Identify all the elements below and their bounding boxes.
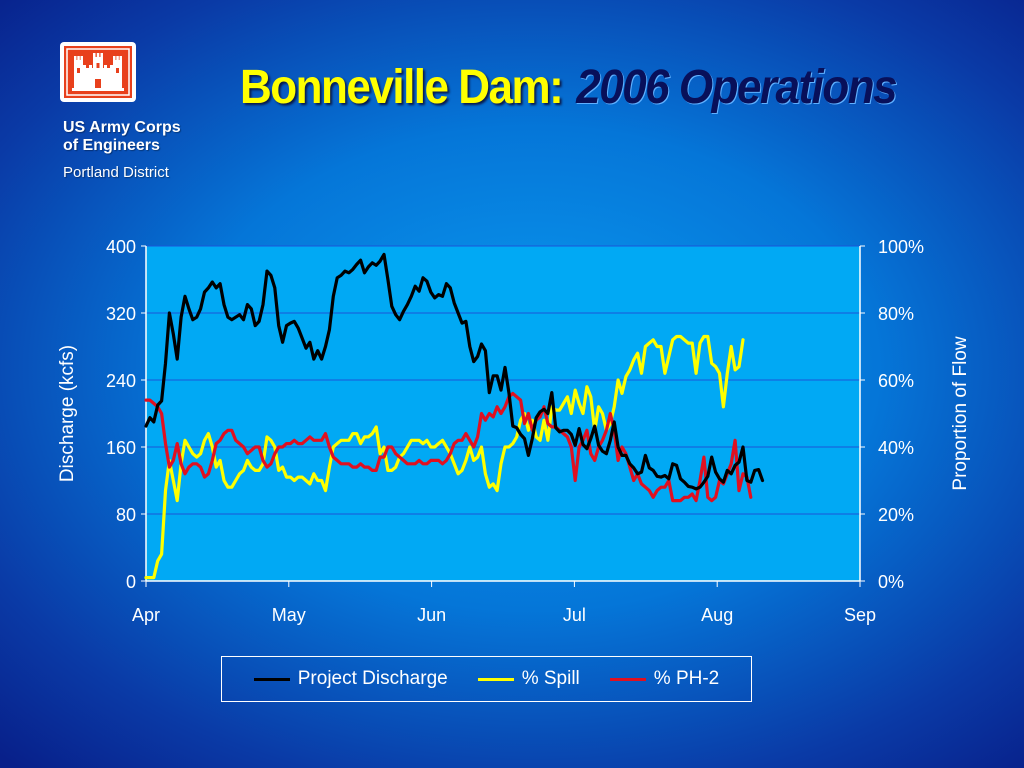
legend-item: Project Discharge (253, 668, 448, 690)
legend-item: % Spill (477, 668, 580, 690)
title-sub: 2006 Operations (576, 60, 897, 114)
series-line-spill (144, 334, 745, 580)
org-name: US Army Corps of Engineers (63, 119, 181, 155)
y2-tick-label: 20% (878, 505, 914, 525)
y-tick-label: 160 (106, 438, 136, 458)
series-line-ph-2 (144, 391, 753, 503)
legend-swatch (477, 677, 514, 681)
x-tick-label: Jun (417, 605, 446, 625)
legend-swatch (253, 677, 290, 681)
legend-label: Project Discharge (297, 668, 448, 689)
plot-area (146, 246, 860, 581)
y-tick-label: 240 (106, 371, 136, 391)
y2-tick-label: 40% (878, 438, 914, 458)
y-tick-label: 0 (126, 572, 136, 592)
y-tick-label: 400 (106, 237, 136, 257)
castle-icon (64, 46, 132, 98)
corps-castle-logo (60, 42, 136, 102)
title-main: Bonneville Dam: (240, 60, 564, 114)
x-tick-label: Apr (132, 605, 160, 625)
y2-tick-label: 0% (878, 572, 904, 592)
legend-item: % PH-2 (609, 668, 720, 690)
x-tick-label: Jul (563, 605, 586, 625)
chart-legend: Project Discharge % Spill % PH-2 (221, 656, 752, 702)
y-tick-label: 80 (116, 505, 136, 525)
y2-tick-label: 80% (878, 304, 914, 324)
x-tick-label: Aug (701, 605, 733, 625)
y2-tick-label: 60% (878, 371, 914, 391)
y-axis-label: Discharge (kcfs) (57, 345, 78, 482)
legend-swatch (609, 677, 646, 681)
series-line-project-discharge (144, 252, 765, 491)
x-tick-label: Sep (844, 605, 876, 625)
org-district: Portland District (63, 164, 169, 181)
legend-label: % Spill (521, 668, 580, 689)
org-name-line1: US Army Corps (63, 119, 181, 136)
legend-label: % PH-2 (653, 668, 720, 689)
x-tick-label: May (272, 605, 306, 625)
y-tick-label: 320 (106, 304, 136, 324)
y2-tick-label: 100% (878, 237, 924, 257)
org-name-line2: of Engineers (63, 137, 160, 154)
slide-title: Bonneville Dam: 2006 Operations (240, 60, 898, 115)
y2-axis-label: Proportion of Flow (950, 336, 971, 490)
